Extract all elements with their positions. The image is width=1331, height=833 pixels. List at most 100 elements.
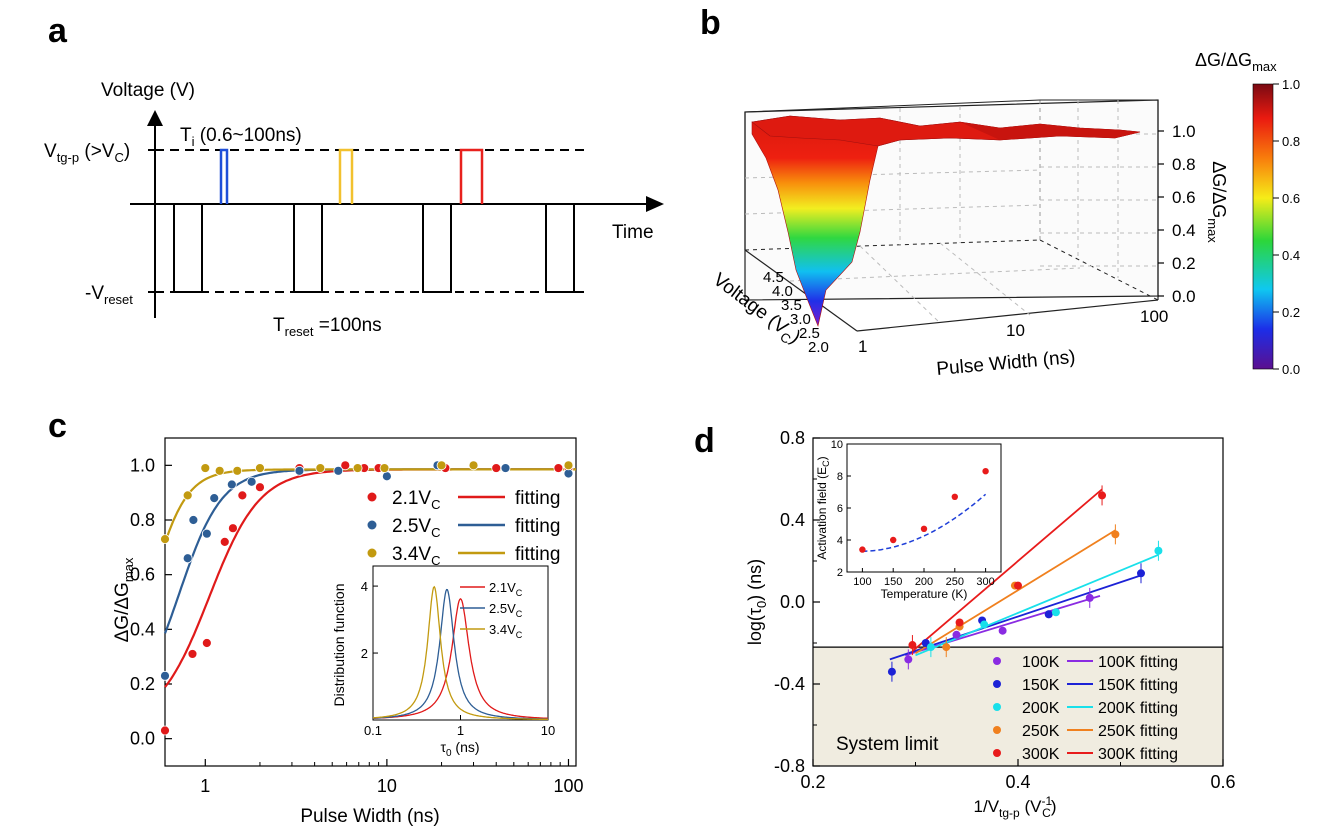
d-inset-points xyxy=(859,468,989,553)
inset-legend-label-2.1V_C: 2.1VC xyxy=(489,580,523,598)
legend-label-250K: 250K xyxy=(1022,723,1060,740)
y-tick-label: 4.0 xyxy=(772,283,793,300)
legend-fit-label-100K: 100K fitting xyxy=(1098,654,1178,671)
b-xlabel: Pulse Width (ns) xyxy=(936,347,1077,380)
inset-data-point xyxy=(890,536,897,544)
x-tick-label: 10 xyxy=(1006,321,1025,340)
legend-fit-label: fitting xyxy=(515,516,560,537)
z-tick-label: 0.8 xyxy=(1172,155,1196,174)
data-point-2.5V_C xyxy=(333,465,344,476)
c-xlabel: Pulse Width (ns) xyxy=(300,806,439,827)
inset-x-tick-label: 250 xyxy=(946,576,964,588)
data-point-2.5V_C xyxy=(563,468,574,479)
activation-plot: System limit 0.2 0.4 0.6-0.8-0.40.00.40.8 … xyxy=(745,428,1236,820)
data-point-2.5V_C xyxy=(182,553,193,564)
x-tick-label: 1 xyxy=(858,337,867,356)
legend-fit-label-150K: 150K fitting xyxy=(1098,677,1178,694)
data-point-200K xyxy=(980,620,989,629)
c-inset-xlabel: τ0 (ns) xyxy=(440,739,479,759)
legend-label-100K: 100K xyxy=(1022,654,1060,671)
inset-data-point xyxy=(951,493,958,500)
legend-label-200K: 200K xyxy=(1022,700,1060,717)
inset-y-tick-label: 4 xyxy=(837,535,843,547)
data-point-100K xyxy=(952,630,961,639)
system-limit-region xyxy=(813,647,1223,766)
data-point-3.4V_C xyxy=(255,463,265,473)
data-point-2.5V_C xyxy=(160,670,170,681)
data-point-200K xyxy=(926,643,935,652)
data-point-2.5V_C xyxy=(294,465,305,476)
colorbar-tick-label: 0.2 xyxy=(1282,305,1300,320)
c-inset-legend: 2.1VC 2.5VC 3.4VC xyxy=(460,580,523,640)
a-ylabel: Voltage (V) xyxy=(101,80,195,101)
colorbar-tick-label: 1.0 xyxy=(1282,77,1300,92)
data-point-3.4V_C xyxy=(214,465,225,476)
data-point-2.1V_C xyxy=(160,725,170,736)
z-tick-label: 0.6 xyxy=(1172,188,1196,207)
legend-label-2.1V_C: 2.1VC xyxy=(392,488,440,512)
c-inset-curves xyxy=(373,585,548,721)
data-point-2.1V_C xyxy=(237,490,248,501)
inset-y-tick-label: 4 xyxy=(361,579,368,594)
y-tick-label: 0.4 xyxy=(130,619,155,639)
data-point-300K xyxy=(908,641,917,650)
c-ticks: 1 10 100 0.0 0.2 0.4 0.6 0.8 1.0 xyxy=(130,455,584,796)
x-tick-label: 1 xyxy=(200,776,210,796)
data-point-2.5V_C xyxy=(226,479,237,490)
data-point-2.1V_C xyxy=(201,638,212,648)
y-tick-label: 0.0 xyxy=(130,729,155,749)
d-inset-ticks: 100 150 200 250 300 2 4 6 8 10 xyxy=(831,439,995,588)
floor-edge-front xyxy=(856,299,1159,332)
inset-x-tick-label: 150 xyxy=(884,576,902,588)
data-point-150K xyxy=(1137,569,1145,578)
y-tick-label: 3.5 xyxy=(781,297,802,314)
fit-line-300K xyxy=(911,488,1103,652)
y-tick-label: 0.4 xyxy=(780,510,805,530)
legend-marker-2.5V_C xyxy=(367,520,377,530)
x-tick-label: 100 xyxy=(553,776,583,796)
ti-annotation: Ti (0.6~100ns) xyxy=(180,125,302,149)
data-point-150K xyxy=(1044,610,1053,619)
legend-label-2.5V_C: 2.5VC xyxy=(392,516,440,540)
inset-y-tick-label: 6 xyxy=(837,503,843,515)
d-inset-fit-line xyxy=(862,493,987,552)
data-point-300K xyxy=(1098,491,1107,500)
data-point-3.4V_C xyxy=(436,460,447,471)
z-tick-label: 1.0 xyxy=(1172,122,1196,141)
data-point-100K xyxy=(904,655,913,664)
y-axis-arrow xyxy=(147,110,163,126)
data-point-2.1V_C xyxy=(255,482,265,493)
d-data-points xyxy=(887,485,1163,682)
surface-ridge xyxy=(960,122,1140,140)
colorbar-title: ΔG/ΔGmax xyxy=(1195,50,1277,74)
data-point-2.1V_C xyxy=(187,649,198,659)
c-inset-ticks: 0.1 1 10 2 4 xyxy=(361,579,555,738)
treset-annotation: Treset =100ns xyxy=(273,315,382,339)
reset-pulse-4 xyxy=(545,203,575,293)
panel-label-b: b xyxy=(700,4,721,42)
d-inset-xlabel: Temperature (K) xyxy=(881,587,968,601)
data-point-3.4V_C xyxy=(468,460,479,471)
lower-level-label: -Vreset xyxy=(85,283,133,307)
b-zlabel: ΔG/ΔGmax xyxy=(1205,161,1229,243)
data-point-2.5V_C xyxy=(201,528,212,539)
legend-marker-300K xyxy=(993,749,1001,757)
inset-legend-label-2.5V_C: 2.5VC xyxy=(489,601,523,619)
data-point-200K xyxy=(1154,546,1163,555)
y-tick-label: 0.6 xyxy=(130,565,155,585)
y-tick-label: 2.0 xyxy=(808,339,829,356)
data-point-3.4V_C xyxy=(160,534,170,545)
legend-marker-3.4V_C xyxy=(367,548,377,558)
colorbar-tick-label: 0.8 xyxy=(1282,134,1300,149)
c-plot-frame xyxy=(164,437,577,767)
d-legend: 100K 100K fitting 150K 150K fitting 200K 200K… xyxy=(993,654,1178,763)
data-point-250K xyxy=(942,643,951,652)
z-tick-label: 0.2 xyxy=(1172,254,1196,273)
x-axis-arrow xyxy=(646,196,664,212)
legend-marker-150K xyxy=(993,680,1001,688)
floor-edge-left xyxy=(744,249,858,332)
write-pulse-yellow xyxy=(338,148,354,204)
y-tick-label: 4.5 xyxy=(763,269,784,286)
floor-edge-right xyxy=(1039,239,1159,301)
z-tick-label: 0.0 xyxy=(1172,287,1196,306)
